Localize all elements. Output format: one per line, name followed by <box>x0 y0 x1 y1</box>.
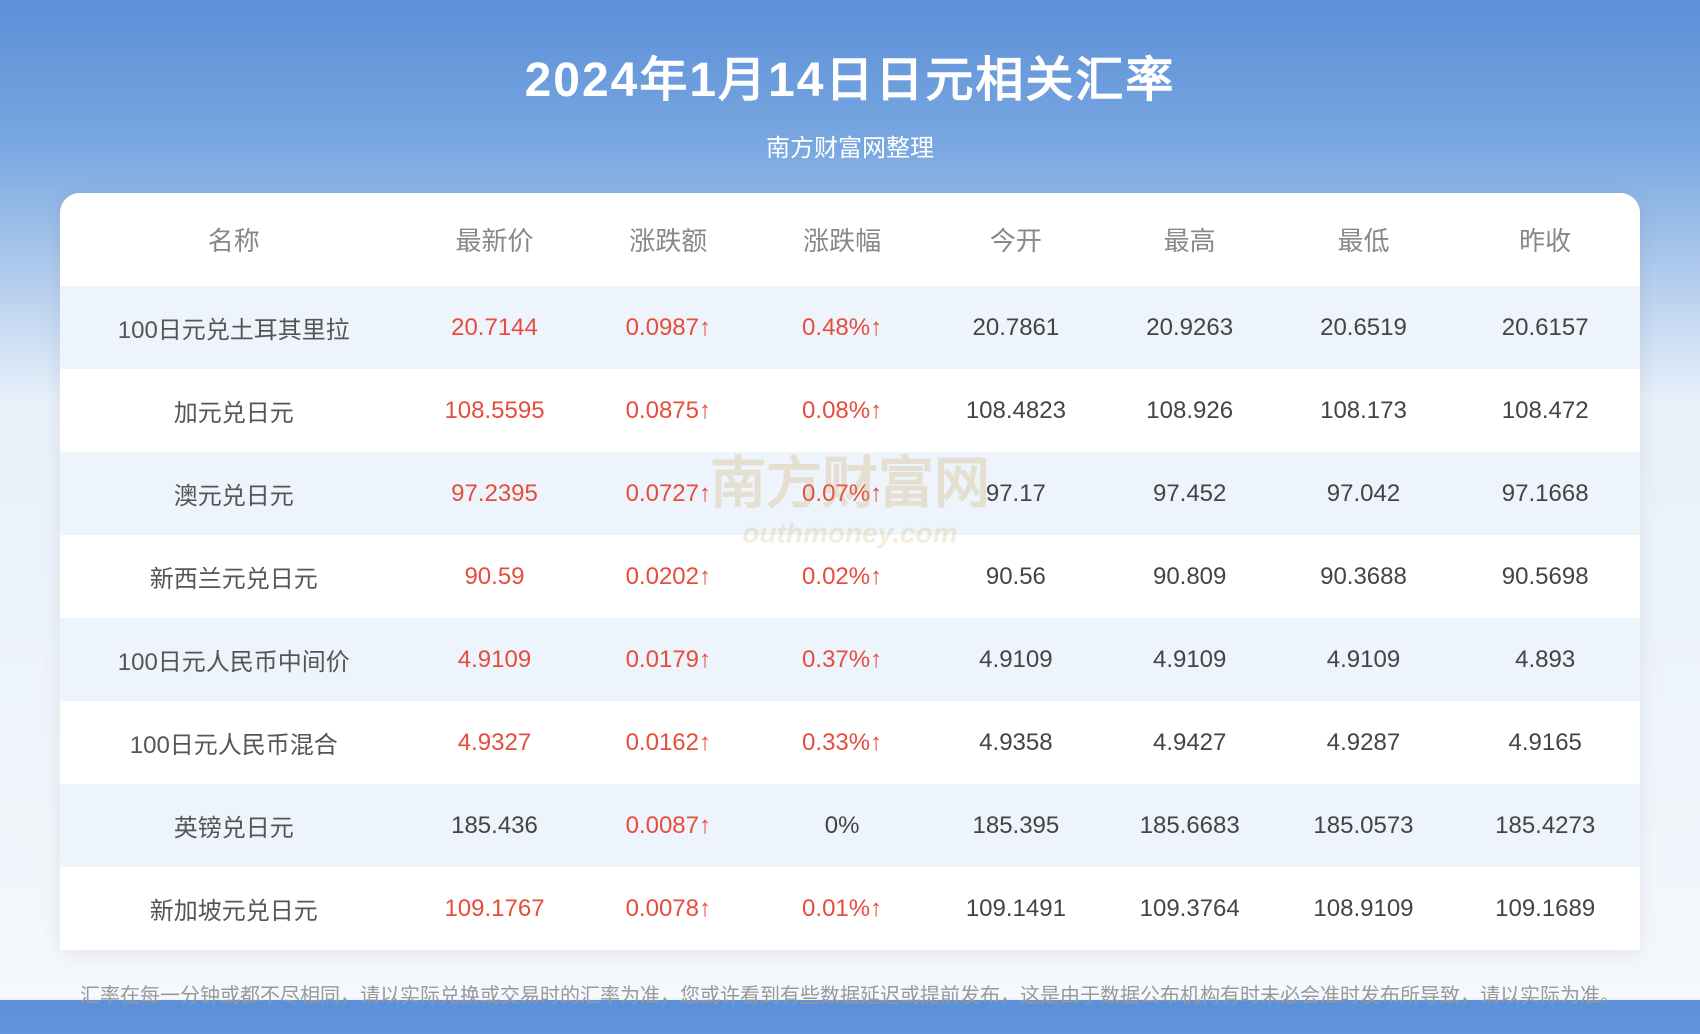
column-header: 昨收 <box>1450 193 1640 286</box>
table-cell: 英镑兑日元 <box>60 784 408 867</box>
table-row: 新西兰元兑日元90.590.0202↑0.02%↑90.5690.80990.3… <box>60 535 1640 618</box>
table-cell: 97.2395 <box>408 452 582 535</box>
table-cell: 185.4273 <box>1450 784 1640 867</box>
header: 2024年1月14日日元相关汇率 南方财富网整理 <box>0 0 1700 193</box>
column-header: 名称 <box>60 193 408 286</box>
table-cell: 97.1668 <box>1450 452 1640 535</box>
table-cell: 4.9109 <box>408 618 582 701</box>
table-cell: 4.9427 <box>1103 701 1277 784</box>
table-cell: 0.0727↑ <box>581 452 755 535</box>
table-cell: 90.5698 <box>1450 535 1640 618</box>
column-header: 涨跌幅 <box>755 193 929 286</box>
table-cell: 109.1767 <box>408 867 582 950</box>
table-cell: 20.7861 <box>929 286 1103 369</box>
table-cell: 90.59 <box>408 535 582 618</box>
table-cell: 0.0078↑ <box>581 867 755 950</box>
exchange-rate-table-container: 名称最新价涨跌额涨跌幅今开最高最低昨收 100日元兑土耳其里拉20.71440.… <box>60 193 1640 950</box>
table-cell: 108.926 <box>1103 369 1277 452</box>
table-cell: 4.9109 <box>1277 618 1451 701</box>
table-cell: 4.9109 <box>929 618 1103 701</box>
exchange-rate-table: 名称最新价涨跌额涨跌幅今开最高最低昨收 100日元兑土耳其里拉20.71440.… <box>60 193 1640 950</box>
table-cell: 4.9109 <box>1103 618 1277 701</box>
table-cell: 185.436 <box>408 784 582 867</box>
table-cell: 0.02%↑ <box>755 535 929 618</box>
page-subtitle: 南方财富网整理 <box>0 128 1700 163</box>
table-cell: 20.6157 <box>1450 286 1640 369</box>
table-cell: 20.6519 <box>1277 286 1451 369</box>
table-cell: 108.173 <box>1277 369 1451 452</box>
table-cell: 0% <box>755 784 929 867</box>
table-cell: 90.56 <box>929 535 1103 618</box>
table-cell: 100日元人民币混合 <box>60 701 408 784</box>
table-cell: 0.37%↑ <box>755 618 929 701</box>
table-row: 100日元兑土耳其里拉20.71440.0987↑0.48%↑20.786120… <box>60 286 1640 369</box>
table-cell: 90.3688 <box>1277 535 1451 618</box>
table-cell: 109.1491 <box>929 867 1103 950</box>
table-cell: 20.9263 <box>1103 286 1277 369</box>
table-cell: 澳元兑日元 <box>60 452 408 535</box>
table-row: 英镑兑日元185.4360.0087↑0%185.395185.6683185.… <box>60 784 1640 867</box>
table-cell: 0.01%↑ <box>755 867 929 950</box>
table-cell: 0.33%↑ <box>755 701 929 784</box>
column-header: 最高 <box>1103 193 1277 286</box>
table-cell: 100日元人民币中间价 <box>60 618 408 701</box>
column-header: 最低 <box>1277 193 1451 286</box>
table-cell: 加元兑日元 <box>60 369 408 452</box>
table-cell: 108.472 <box>1450 369 1640 452</box>
table-cell: 0.0179↑ <box>581 618 755 701</box>
table-cell: 新西兰元兑日元 <box>60 535 408 618</box>
table-row: 100日元人民币混合4.93270.0162↑0.33%↑4.93584.942… <box>60 701 1640 784</box>
table-row: 100日元人民币中间价4.91090.0179↑0.37%↑4.91094.91… <box>60 618 1640 701</box>
table-cell: 0.0875↑ <box>581 369 755 452</box>
table-cell: 4.9165 <box>1450 701 1640 784</box>
table-cell: 109.3764 <box>1103 867 1277 950</box>
table-cell: 0.0987↑ <box>581 286 755 369</box>
table-cell: 4.9358 <box>929 701 1103 784</box>
column-header: 今开 <box>929 193 1103 286</box>
table-cell: 108.4823 <box>929 369 1103 452</box>
table-cell: 新加坡元兑日元 <box>60 867 408 950</box>
table-cell: 0.08%↑ <box>755 369 929 452</box>
table-row: 新加坡元兑日元109.17670.0078↑0.01%↑109.1491109.… <box>60 867 1640 950</box>
table-cell: 108.5595 <box>408 369 582 452</box>
page-title: 2024年1月14日日元相关汇率 <box>0 40 1700 110</box>
table-cell: 185.395 <box>929 784 1103 867</box>
table-cell: 0.07%↑ <box>755 452 929 535</box>
table-cell: 4.893 <box>1450 618 1640 701</box>
table-cell: 0.0162↑ <box>581 701 755 784</box>
table-cell: 90.809 <box>1103 535 1277 618</box>
table-cell: 0.48%↑ <box>755 286 929 369</box>
column-header: 涨跌额 <box>581 193 755 286</box>
column-header: 最新价 <box>408 193 582 286</box>
table-cell: 0.0087↑ <box>581 784 755 867</box>
table-header-row: 名称最新价涨跌额涨跌幅今开最高最低昨收 <box>60 193 1640 286</box>
table-cell: 20.7144 <box>408 286 582 369</box>
table-cell: 97.17 <box>929 452 1103 535</box>
table-cell: 108.9109 <box>1277 867 1451 950</box>
table-row: 加元兑日元108.55950.0875↑0.08%↑108.4823108.92… <box>60 369 1640 452</box>
table-cell: 4.9287 <box>1277 701 1451 784</box>
table-cell: 100日元兑土耳其里拉 <box>60 286 408 369</box>
table-cell: 97.452 <box>1103 452 1277 535</box>
table-cell: 97.042 <box>1277 452 1451 535</box>
table-cell: 0.0202↑ <box>581 535 755 618</box>
table-cell: 109.1689 <box>1450 867 1640 950</box>
footer-disclaimer: 汇率在每一分钟或都不尽相同，请以实际兑换或交易时的汇率为准，您或许看到有些数据延… <box>0 950 1700 1034</box>
table-cell: 185.6683 <box>1103 784 1277 867</box>
table-cell: 185.0573 <box>1277 784 1451 867</box>
table-row: 澳元兑日元97.23950.0727↑0.07%↑97.1797.45297.0… <box>60 452 1640 535</box>
table-cell: 4.9327 <box>408 701 582 784</box>
